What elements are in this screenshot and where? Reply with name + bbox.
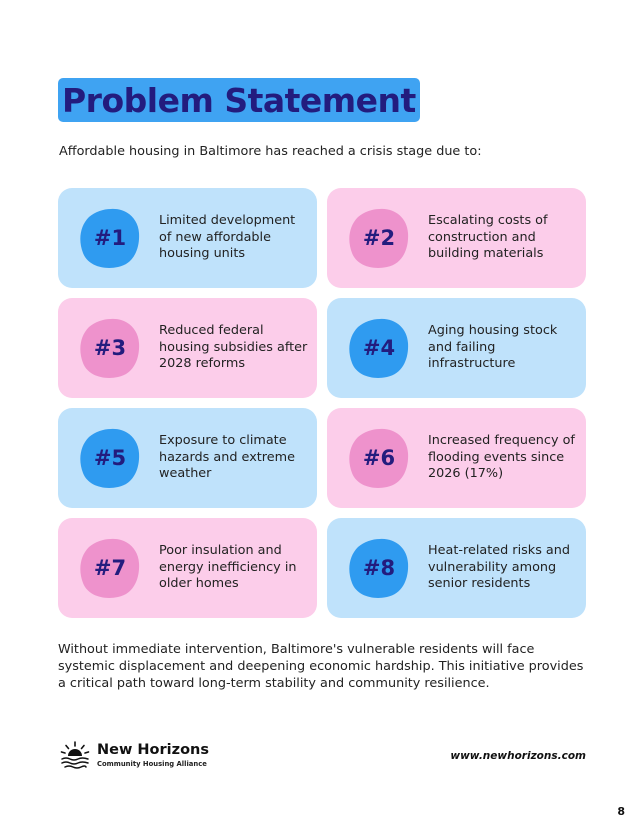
- card-number: #2: [362, 226, 396, 250]
- card-number: #3: [93, 336, 127, 360]
- problem-card-1: #1 Limited development of new affordable…: [58, 188, 317, 288]
- logo-text: New Horizons Community Housing Alliance: [97, 741, 209, 769]
- card-number: #1: [93, 226, 127, 250]
- org-name: New Horizons: [97, 742, 209, 758]
- card-description: Exposure to climate hazards and extreme …: [159, 433, 295, 482]
- card-description: Increased frequency of flooding events s…: [428, 433, 575, 482]
- card-description: Poor insulation and energy inefficiency …: [159, 543, 297, 592]
- blob-shape: [80, 428, 140, 488]
- card-number: #5: [93, 446, 127, 470]
- card-description: Escalating costs of construction and bui…: [428, 213, 548, 262]
- number-badge: #7: [78, 536, 142, 600]
- problem-card-2: #2 Escalating costs of construction and …: [327, 188, 586, 288]
- problem-card-5: #5 Exposure to climate hazards and extre…: [58, 408, 317, 508]
- problem-grid: #1 Limited development of new affordable…: [58, 188, 586, 618]
- title-highlight: Problem Statement: [58, 78, 420, 122]
- card-number: #8: [362, 556, 396, 580]
- blob-shape: [80, 538, 140, 598]
- blob-shape: [349, 538, 409, 598]
- card-description: Reduced federal housing subsidies after …: [159, 323, 308, 372]
- card-description: Aging housing stock and failing infrastr…: [428, 323, 558, 372]
- closing-paragraph: Without immediate intervention, Baltimor…: [58, 642, 584, 691]
- blob-shape: [80, 318, 140, 378]
- page-title: Problem Statement: [62, 80, 416, 120]
- blob-shape: [349, 428, 409, 488]
- card-number: #6: [362, 446, 396, 470]
- card-number: #4: [362, 336, 396, 360]
- number-badge: #8: [347, 536, 411, 600]
- footer-logo: New Horizons Community Housing Alliance: [60, 740, 209, 770]
- problem-card-6: #6 Increased frequency of flooding event…: [327, 408, 586, 508]
- number-badge: #5: [78, 426, 142, 490]
- number-badge: #2: [347, 206, 411, 270]
- problem-card-4: #4 Aging housing stock and failing infra…: [327, 298, 586, 398]
- website-link[interactable]: www.newhorizons.com: [450, 750, 586, 762]
- card-description: Heat-related risks and vulnerability amo…: [428, 543, 571, 592]
- problem-card-8: #8 Heat-related risks and vulnerability …: [327, 518, 586, 618]
- problem-card-3: #3 Reduced federal housing subsidies aft…: [58, 298, 317, 398]
- sunrise-waves-icon: [60, 741, 90, 769]
- number-badge: #1: [78, 206, 142, 270]
- problem-card-7: #7 Poor insulation and energy inefficien…: [58, 518, 317, 618]
- blob-shape: [80, 208, 140, 268]
- page-number: 8: [617, 805, 625, 818]
- number-badge: #6: [347, 426, 411, 490]
- card-description: Limited development of new affordable ho…: [159, 213, 296, 262]
- blob-shape: [349, 208, 409, 268]
- number-badge: #3: [78, 316, 142, 380]
- intro-text: Affordable housing in Baltimore has reac…: [59, 144, 482, 159]
- blob-shape: [349, 318, 409, 378]
- number-badge: #4: [347, 316, 411, 380]
- org-subtitle: Community Housing Alliance: [97, 760, 207, 768]
- card-number: #7: [93, 556, 127, 580]
